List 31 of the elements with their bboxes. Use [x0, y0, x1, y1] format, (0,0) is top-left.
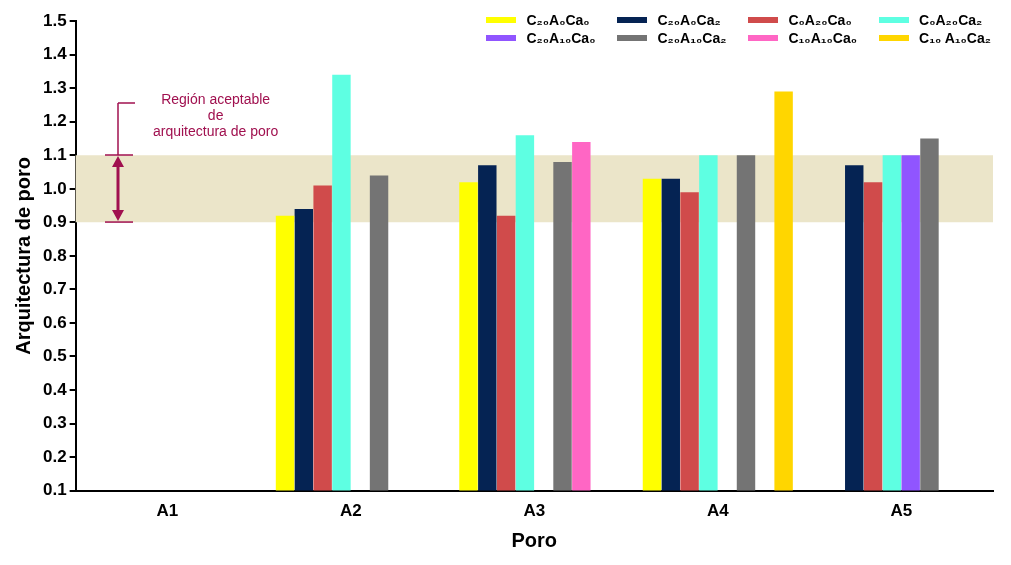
- y-axis-title: Arquitectura de poro: [11, 157, 34, 355]
- y-tick-label: 1.2: [42, 111, 67, 131]
- x-tick-label: A5: [890, 501, 913, 521]
- x-tick-label: A1: [156, 501, 179, 521]
- x-tick-label: A2: [339, 501, 362, 521]
- y-tick-label: 0.3: [42, 413, 67, 433]
- legend-label: C₂₀A₁₀Ca₂: [657, 30, 727, 46]
- legend-label: C₂₀A₀Ca₂: [657, 12, 721, 28]
- y-tick-label: 0.7: [42, 279, 67, 299]
- y-tick-label: 0.9: [42, 212, 67, 232]
- y-tick-label: 0.4: [42, 379, 68, 399]
- y-tick-label: 0.1: [42, 480, 67, 500]
- legend-label: C₀A₂₀Ca₀: [788, 12, 852, 28]
- y-tick-label: 0.6: [42, 312, 67, 332]
- y-tick-label: 1.5: [42, 10, 67, 30]
- legend-label: C₀A₂₀Ca₂: [919, 12, 983, 28]
- y-tick-label: 1.1: [42, 145, 67, 164]
- y-tick-label: 0.5: [42, 346, 67, 366]
- y-tick-label: 1.4: [42, 44, 68, 64]
- x-tick-label: A4: [706, 501, 730, 521]
- legend-label: C₂₀A₁₀Ca₀: [526, 30, 596, 46]
- x-axis-title: Poro: [511, 528, 558, 551]
- x-tick-label: A3: [523, 501, 546, 521]
- band-label: Región aceptable de arquitectura de poro: [152, 91, 279, 140]
- legend-label: C₂₀A₀Ca₀: [526, 12, 590, 28]
- legend-label: C₁₀ A₁₀Ca₂: [919, 30, 991, 46]
- legend-label: C₁₀A₁₀Ca₀: [788, 30, 858, 46]
- y-tick-label: 0.2: [42, 446, 67, 466]
- y-tick-label: 0.8: [42, 245, 67, 265]
- y-tick-label: 1.3: [42, 77, 67, 97]
- y-tick-label: 1.0: [42, 178, 67, 198]
